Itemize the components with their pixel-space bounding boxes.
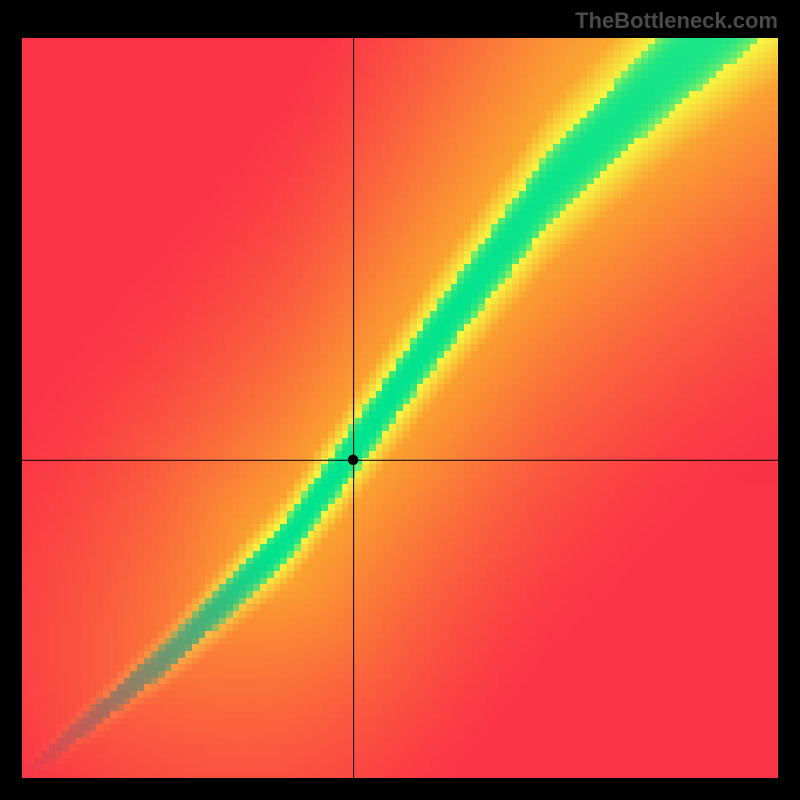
watermark-text: TheBottleneck.com xyxy=(575,8,778,34)
heatmap-canvas xyxy=(22,38,778,778)
plot-area xyxy=(22,38,778,778)
chart-container: TheBottleneck.com xyxy=(0,0,800,800)
